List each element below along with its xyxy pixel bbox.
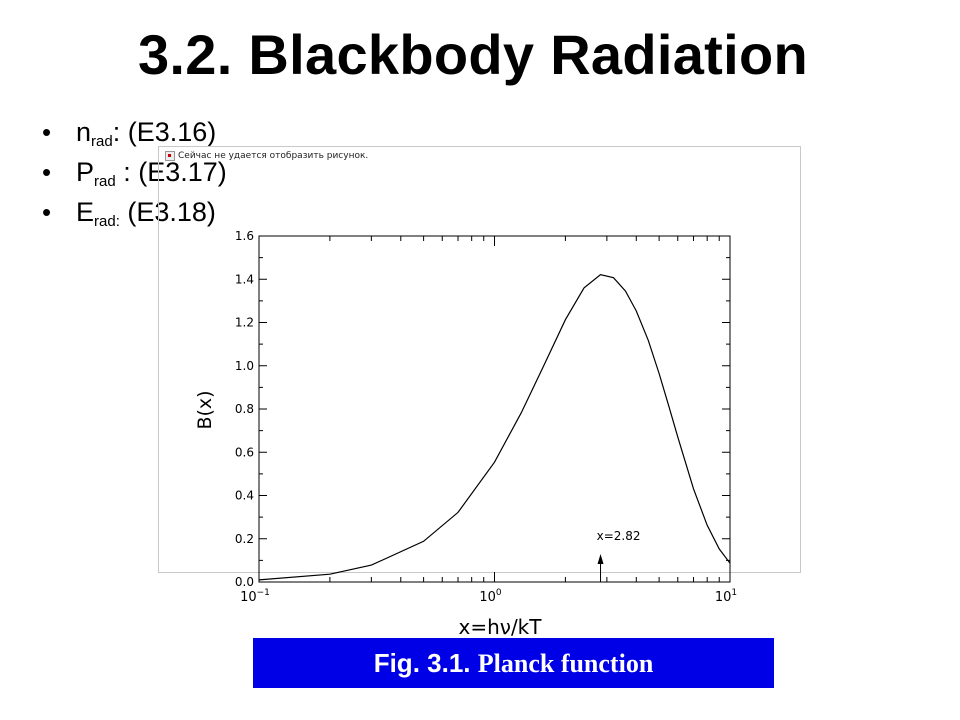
x-tick-label: 100 — [479, 588, 502, 605]
broken-image-text: Сейчас не удается отобразить рисунок. — [178, 151, 369, 161]
figure-caption: Fig. 3.1. Planck function — [253, 638, 774, 688]
x-tick-label: 101 — [715, 588, 737, 605]
caption-text: Planck function — [477, 649, 654, 678]
y-tick-label: 0.6 — [235, 445, 254, 459]
y-axis-label: B(x) — [194, 390, 216, 429]
y-tick-label: 0.4 — [235, 489, 254, 503]
bullet-nrad: nrad: (E3.16) — [42, 112, 227, 152]
x-tick-label: 10−1 — [240, 588, 270, 605]
y-tick-label: 1.4 — [235, 272, 254, 286]
bullet-erad: Erad: (E3.18) — [42, 192, 227, 232]
y-axis-ticks: 0.0 0.2 0.4 0.6 0.8 1.0 1.2 1.4 1.6 — [235, 229, 730, 589]
plot-area — [258, 235, 731, 583]
y-tick-label: 1.6 — [235, 229, 254, 243]
slide-title: 3.2. Blackbody Radiation — [137, 23, 809, 86]
annotation-label: x=2.82 — [597, 529, 641, 543]
image-placeholder-frame — [158, 146, 801, 573]
broken-image-notice: Сейчас не удается отобразить рисунок. — [165, 151, 368, 161]
y-tick-label: 1.0 — [235, 359, 254, 373]
y-tick-label: 0.2 — [235, 532, 254, 546]
bullet-list: nrad: (E3.16) Prad : (E3.17) Erad: (E3.1… — [42, 112, 227, 232]
y-tick-label: 0.0 — [235, 575, 254, 589]
y-tick-label: 0.8 — [235, 402, 254, 416]
caption-label: Fig. 3.1. — [373, 648, 471, 678]
x-axis-ticks: 10−1 100 101 — [240, 236, 737, 605]
broken-image-icon — [165, 151, 175, 161]
y-tick-label: 1.2 — [235, 316, 254, 330]
peak-annotation: x=2.82 — [597, 529, 641, 582]
series-line — [258, 274, 731, 581]
x-axis-label: x=hν/kT — [459, 615, 543, 639]
bullet-prad: Prad : (E3.17) — [42, 152, 227, 192]
annotation-arrowhead — [597, 554, 604, 564]
